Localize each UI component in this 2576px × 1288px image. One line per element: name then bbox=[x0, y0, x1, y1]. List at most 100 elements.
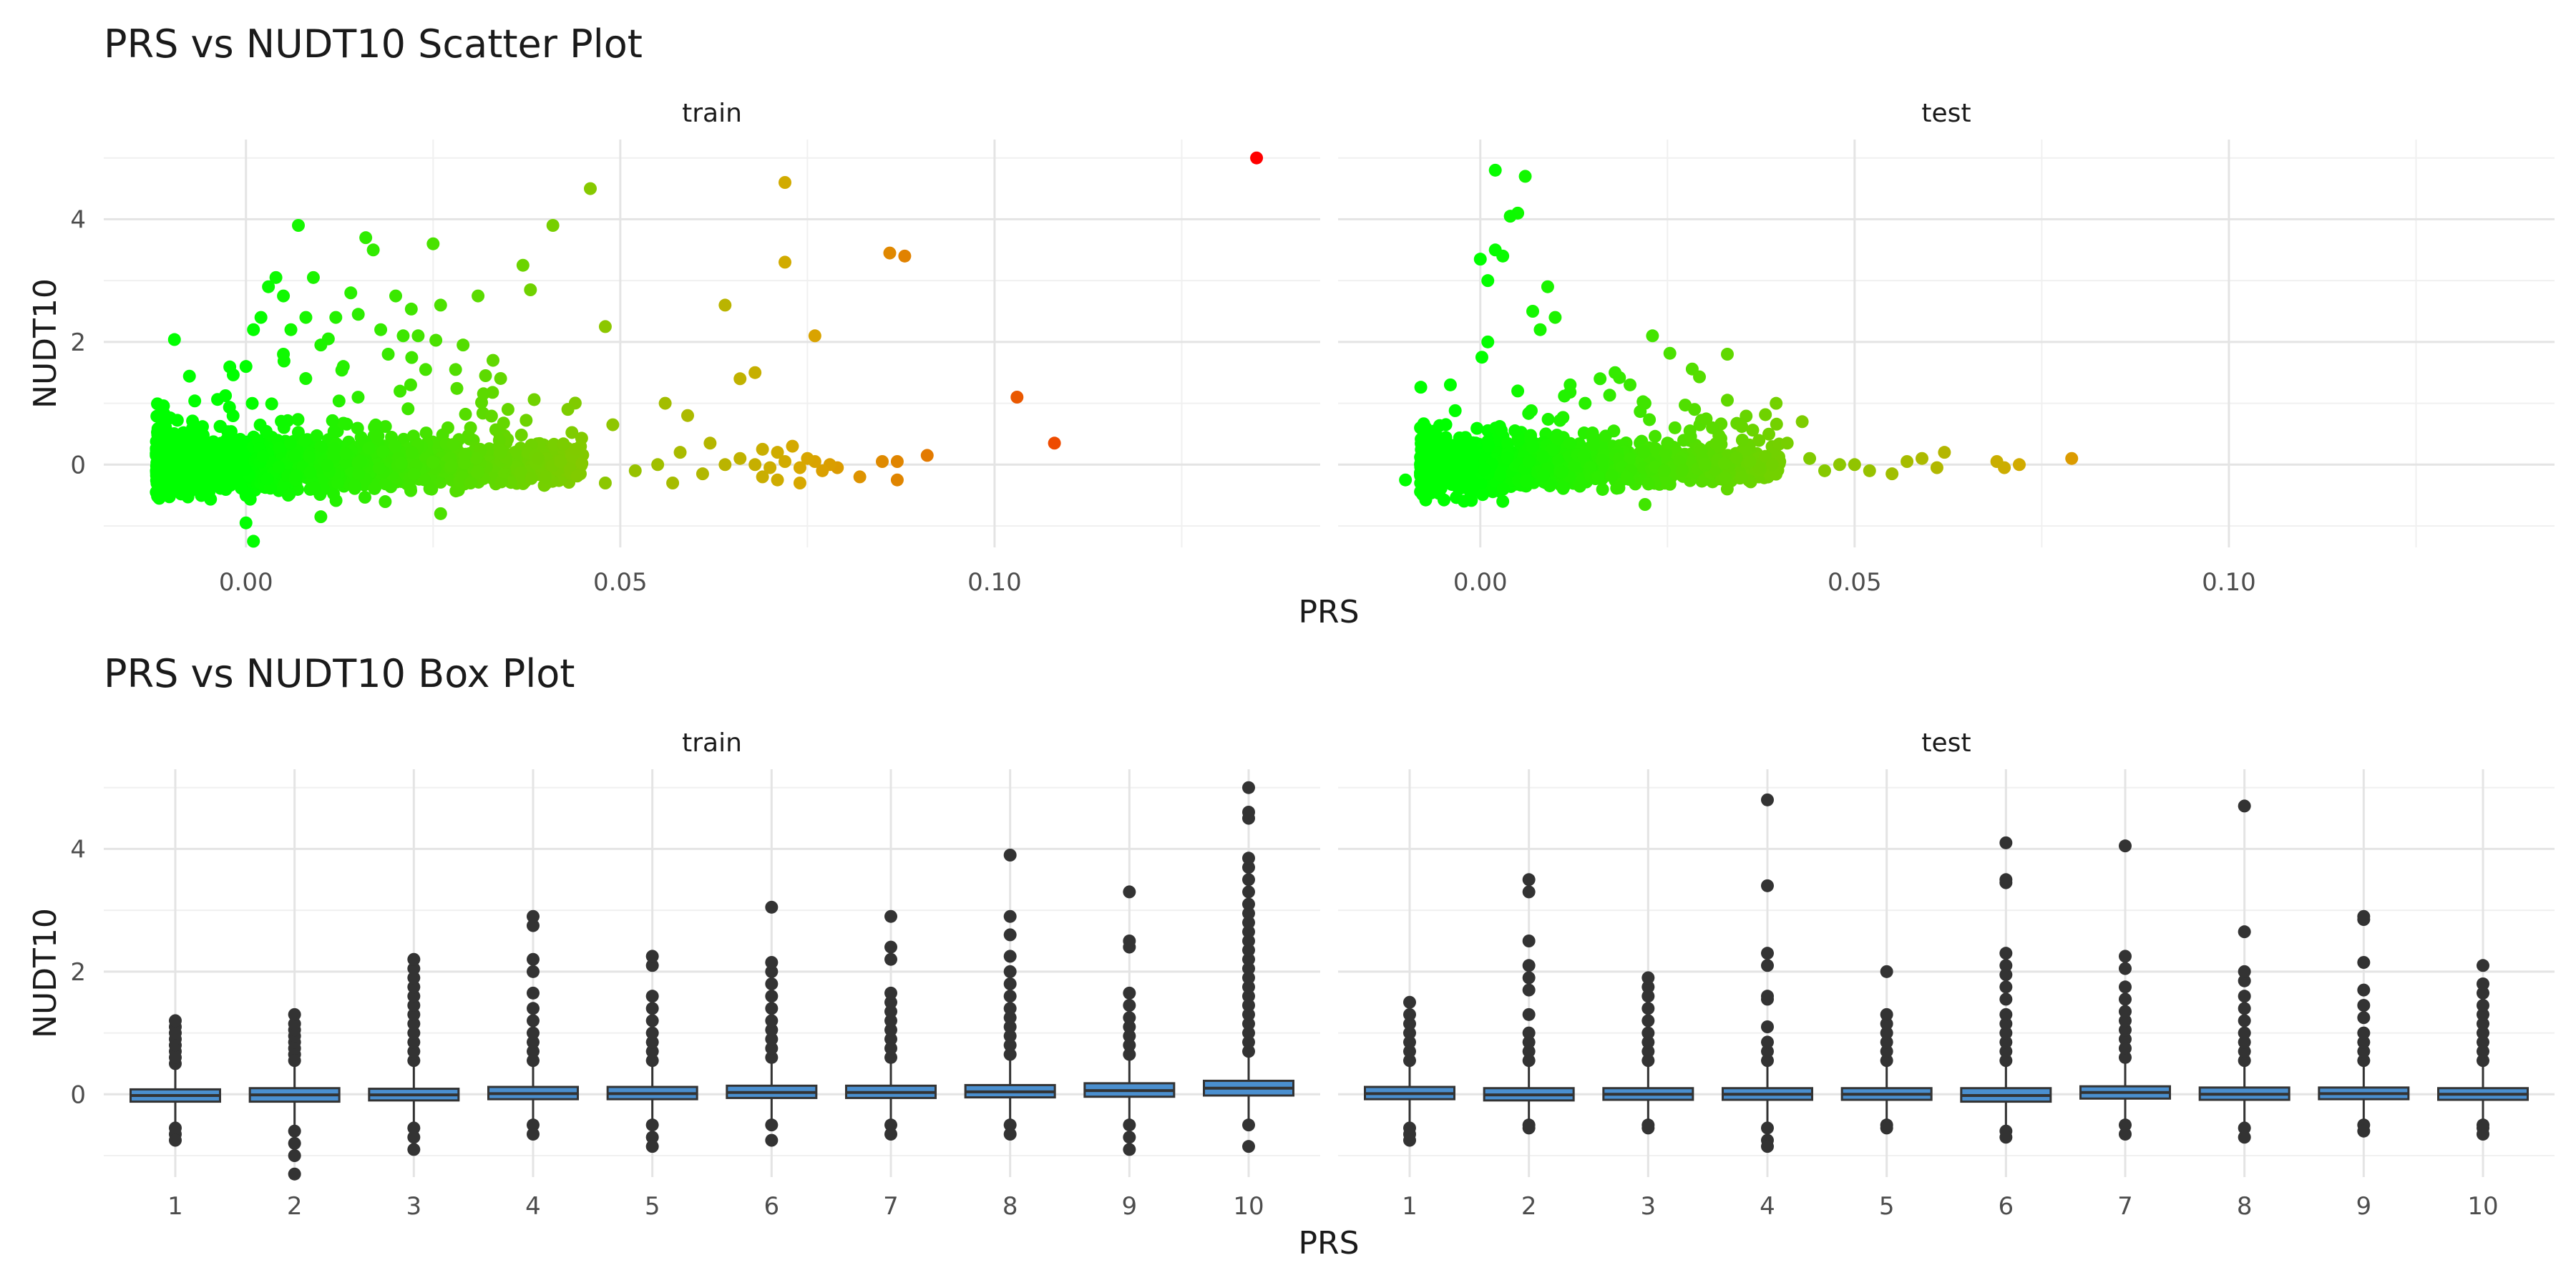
box-outlier-point bbox=[645, 1026, 659, 1040]
scatter-point-train bbox=[152, 436, 166, 449]
box-outlier-point bbox=[645, 1054, 659, 1068]
scatter-point-train bbox=[344, 286, 358, 300]
scatter-point-train bbox=[208, 449, 221, 463]
box-outlier-point bbox=[2477, 1054, 2489, 1068]
box-outlier-point bbox=[2238, 1054, 2251, 1068]
scatter-point-test bbox=[1803, 452, 1817, 465]
box-outlier-point bbox=[1761, 793, 1774, 806]
scatter-point-train bbox=[472, 289, 485, 303]
box-outlier-point bbox=[765, 977, 779, 990]
scatter-point-test bbox=[1938, 446, 1951, 459]
box-outlier-point bbox=[407, 990, 421, 1003]
box-outlier-point bbox=[407, 1045, 421, 1058]
scatter-point-test bbox=[1706, 421, 1719, 434]
box-outlier-point bbox=[765, 990, 779, 1003]
scatter-point-train bbox=[379, 420, 392, 434]
scatter-point-train bbox=[484, 409, 498, 423]
scatter-point-train bbox=[299, 372, 313, 386]
scatter-point-test bbox=[1657, 464, 1671, 477]
scatter-point-train bbox=[220, 481, 233, 494]
scatter-point-test bbox=[1448, 404, 1462, 417]
scatter-point-test bbox=[1414, 421, 1428, 434]
scatter-point-test bbox=[1620, 470, 1634, 484]
scatter-point-test bbox=[1717, 457, 1731, 470]
box-outlier-point bbox=[2477, 977, 2489, 990]
scatter-point-train bbox=[204, 462, 218, 476]
scatter-point-train bbox=[381, 348, 395, 361]
box-outlier-point bbox=[1242, 885, 1255, 899]
box-outlier-point bbox=[1761, 1054, 1774, 1068]
scatter-point-train bbox=[756, 470, 769, 484]
scatter-point-test bbox=[1833, 458, 1846, 472]
scatter-point-train bbox=[779, 455, 791, 468]
scatter-point-train bbox=[519, 414, 533, 427]
scatter-point-test bbox=[1721, 348, 1734, 361]
scatter-point-test bbox=[1735, 434, 1749, 447]
scatter-point-test bbox=[1501, 451, 1514, 464]
box-outlier-point bbox=[407, 999, 421, 1012]
scatter-point-train bbox=[673, 446, 687, 459]
scatter-point-train bbox=[434, 298, 447, 312]
box-outlier-point bbox=[1761, 947, 1774, 960]
scatter-point-test bbox=[1541, 412, 1555, 426]
box-outlier-point bbox=[884, 1033, 897, 1046]
box-outlier-point bbox=[1641, 990, 1655, 1003]
box-outlier-point bbox=[407, 971, 421, 985]
scatter-point-train bbox=[449, 484, 463, 498]
scatter-point-test bbox=[1746, 424, 1760, 437]
scatter-point-train bbox=[786, 439, 799, 453]
scatter-point-test bbox=[1470, 421, 1484, 435]
scatter-point-test bbox=[1848, 458, 1861, 472]
scatter-point-train bbox=[426, 455, 439, 469]
scatter-point-test bbox=[1735, 420, 1749, 434]
scatter-point-test bbox=[1418, 484, 1432, 498]
scatter-point-train bbox=[801, 452, 814, 465]
box-outlier-point bbox=[1999, 1131, 2013, 1144]
box-outlier-point bbox=[2238, 974, 2251, 987]
scatter-point-train bbox=[235, 435, 248, 449]
box-outlier-point bbox=[2357, 909, 2371, 923]
scatter-point-test bbox=[1439, 418, 1453, 431]
scatter-point-test bbox=[1563, 378, 1577, 391]
scatter-point-train bbox=[469, 452, 483, 465]
box-outlier-point bbox=[2119, 962, 2132, 975]
scatter-point-train bbox=[292, 219, 305, 232]
box-outlier-point bbox=[1641, 1002, 1655, 1015]
box-outlier-point bbox=[2238, 965, 2251, 978]
scatter-point-train bbox=[269, 270, 283, 284]
scatter-point-test bbox=[1603, 389, 1616, 402]
scatter-point-train bbox=[546, 219, 560, 232]
box-outlier-point bbox=[1403, 995, 1416, 1009]
box-outlier-point bbox=[645, 959, 659, 972]
box-outlier-point bbox=[1242, 781, 1255, 794]
scatter-point-train bbox=[371, 429, 384, 443]
scatter-point-train bbox=[1048, 436, 1061, 450]
scatter-point-test bbox=[1638, 498, 1652, 511]
box-outlier-point bbox=[407, 1008, 421, 1021]
scatter-point-test bbox=[1916, 452, 1928, 465]
scatter-point-train bbox=[332, 394, 346, 408]
box-outlier-point bbox=[1003, 1118, 1017, 1132]
scatter-point-train bbox=[351, 421, 364, 435]
box-outlier-point bbox=[1403, 1035, 1416, 1049]
scatter-point-test bbox=[1752, 434, 1766, 447]
box-outlier-point bbox=[288, 1124, 301, 1138]
box-outlier-point bbox=[884, 909, 897, 923]
box-outlier-point bbox=[1641, 971, 1655, 985]
box-outlier-point bbox=[1880, 1054, 1893, 1068]
box-outlier-point bbox=[765, 1014, 779, 1028]
box-outlier-point bbox=[765, 1050, 779, 1064]
box-outlier-point bbox=[407, 1054, 421, 1068]
scatter-point-train bbox=[259, 424, 273, 438]
scatter-point-train bbox=[303, 466, 317, 479]
box-outlier-point bbox=[527, 919, 540, 932]
box-outlier-point bbox=[1403, 1026, 1416, 1040]
scatter-point-train bbox=[262, 280, 275, 293]
box-facet-label-test: test bbox=[1921, 728, 1971, 758]
scatter-point-train bbox=[233, 458, 246, 472]
box-x-tick-label: 3 bbox=[406, 1192, 422, 1221]
scatter-point-train bbox=[299, 311, 313, 324]
scatter-point-test bbox=[1719, 471, 1732, 484]
scatter-point-test bbox=[1495, 424, 1508, 437]
scatter-point-train bbox=[229, 448, 243, 462]
